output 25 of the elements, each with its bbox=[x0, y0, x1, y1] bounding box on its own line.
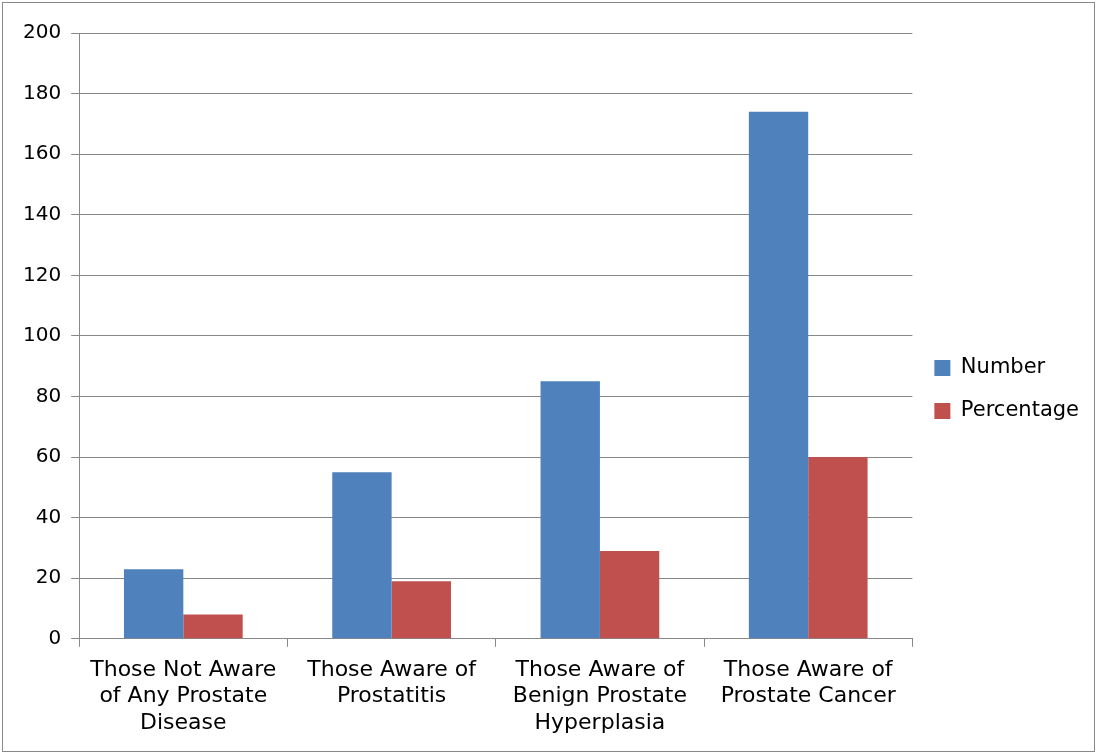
y-tick-label: 100 bbox=[22, 322, 62, 347]
bar bbox=[391, 581, 451, 639]
y-tick-label: 20 bbox=[35, 564, 62, 589]
y-tick-label: 140 bbox=[22, 200, 62, 225]
x-tick-label: Those Aware of Benign Prostate Hyperplasia bbox=[512, 655, 688, 734]
bar bbox=[808, 457, 868, 639]
x-tick-label: Those Aware of Prostatitis bbox=[306, 655, 478, 708]
y-tick-label: 180 bbox=[22, 79, 62, 104]
legend-label: Percentage bbox=[960, 397, 1080, 422]
y-tick-label: 0 bbox=[48, 625, 62, 649]
y-tick-label: 120 bbox=[22, 261, 62, 286]
y-tick-label: 160 bbox=[22, 140, 62, 165]
bar bbox=[540, 381, 600, 639]
y-tick-label: 40 bbox=[35, 503, 62, 528]
bar bbox=[183, 614, 243, 639]
y-tick-label: 200 bbox=[22, 19, 62, 44]
y-tick-label: 80 bbox=[35, 382, 62, 407]
bar bbox=[599, 550, 660, 639]
bar bbox=[332, 472, 392, 639]
y-tick-label: 60 bbox=[35, 443, 62, 468]
x-tick-label: Those Not Aware of Any Prostate Disease bbox=[89, 655, 277, 734]
bar bbox=[748, 111, 809, 639]
bar bbox=[123, 569, 184, 639]
x-tick-label: Those Aware of Prostate Cancer bbox=[720, 655, 897, 708]
legend-label: Number bbox=[960, 354, 1046, 379]
